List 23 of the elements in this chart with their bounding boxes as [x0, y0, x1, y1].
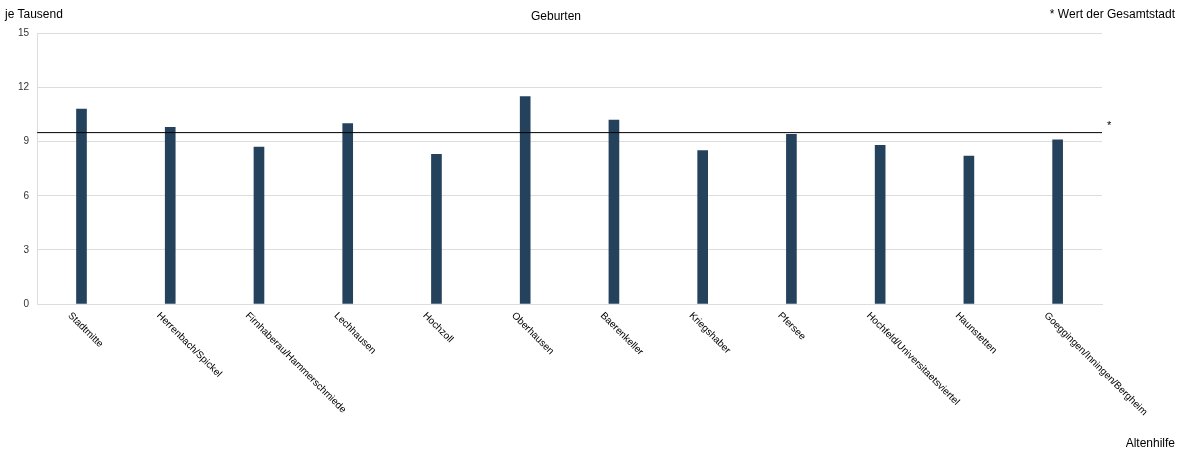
bar	[1052, 139, 1063, 304]
bar	[164, 126, 176, 304]
bar	[786, 134, 797, 304]
y-axis-title: je Tausend	[4, 7, 63, 22]
chart-title: Geburten	[530, 8, 582, 23]
bar	[342, 123, 354, 304]
y-tick-label: 3	[23, 243, 30, 255]
ref-line-label: *	[1107, 119, 1112, 132]
text: Altenhilfe	[1125, 436, 1176, 451]
bar	[253, 146, 265, 304]
text: * Wert der Gesamtstadt	[1049, 7, 1176, 22]
y-tick-label: 9	[23, 135, 30, 147]
y-tick-label: 15	[18, 27, 30, 39]
bar	[697, 150, 708, 304]
y-tick-label: 12	[18, 81, 30, 93]
y-tick-label: 6	[23, 189, 30, 201]
bar	[874, 144, 886, 304]
bar	[519, 96, 531, 304]
y-tick-label: 0	[23, 297, 30, 309]
bar	[608, 119, 620, 304]
bar	[76, 108, 87, 304]
bar	[431, 153, 442, 304]
bar	[963, 155, 975, 304]
